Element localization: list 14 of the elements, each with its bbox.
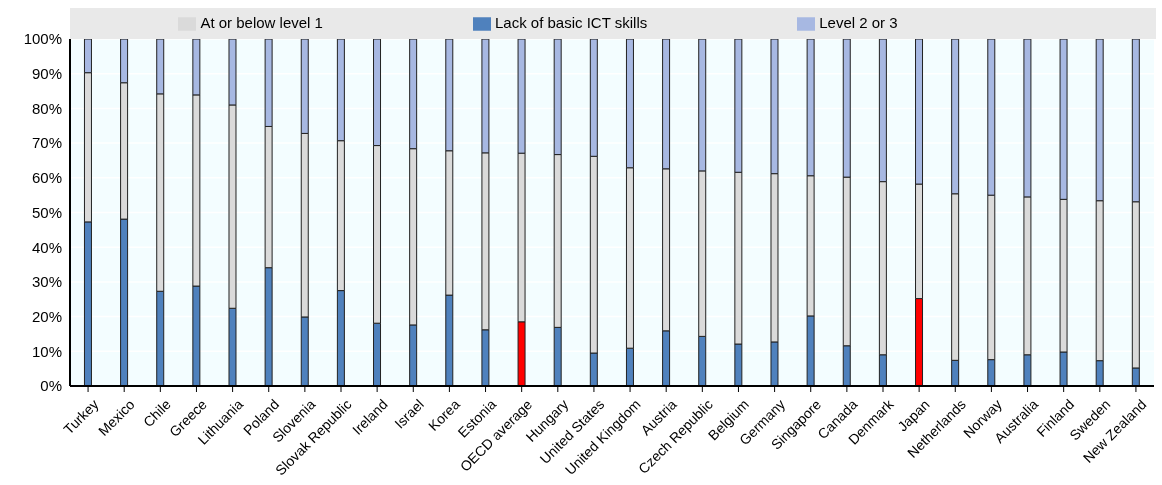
y-tick-label: 50%: [31, 203, 62, 221]
y-tick-label: 20%: [31, 307, 62, 325]
y-tick-label: 0%: [40, 377, 62, 395]
y-tick-label: 80%: [31, 99, 62, 117]
legend-label: Lack of basic ICT skills: [494, 14, 648, 31]
y-tick-label: 90%: [31, 65, 62, 83]
y-tick-label: 40%: [31, 238, 62, 256]
y-tick-label: 60%: [31, 169, 62, 187]
y-tick-label: 70%: [31, 134, 62, 152]
y-tick-label: 30%: [31, 273, 62, 291]
y-tick-label: 10%: [31, 342, 62, 360]
legend-label: Level 2 or 3: [819, 14, 898, 31]
legend-label: At or below level 1: [200, 14, 323, 31]
y-tick-label: 100%: [23, 30, 62, 48]
